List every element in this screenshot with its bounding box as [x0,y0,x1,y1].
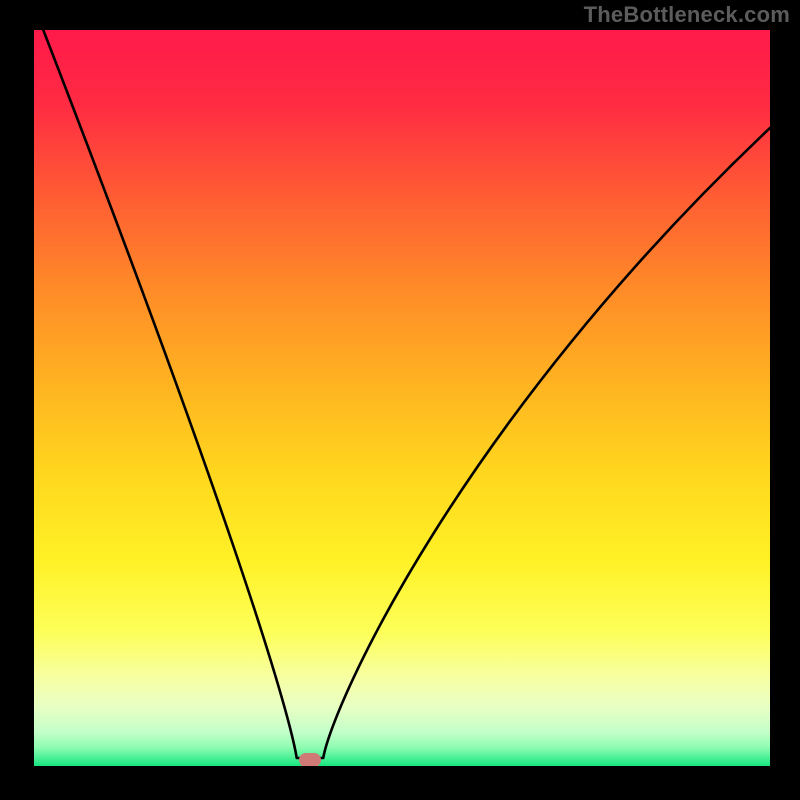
chart-stage: TheBottleneck.com [0,0,800,800]
gradient-background [34,30,770,766]
bottleneck-chart [0,0,800,800]
watermark-text: TheBottleneck.com [584,2,790,28]
optimum-marker [299,753,321,767]
plot-area [34,6,770,767]
